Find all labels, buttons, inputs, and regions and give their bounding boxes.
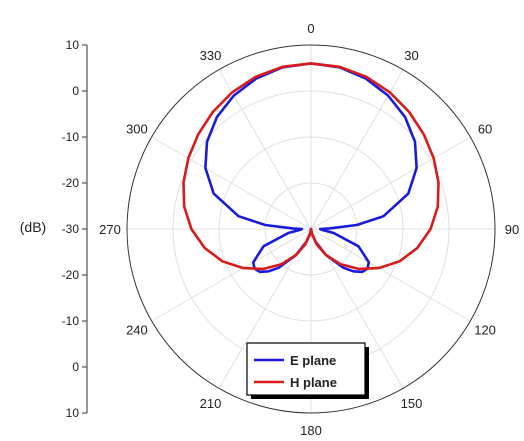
outer-circle [126,44,496,414]
r-tick-label: 0 [72,360,79,374]
legend-box [246,342,366,396]
angle-label: 330 [200,48,222,63]
r-tick-label: 0 [72,84,79,98]
grid-spoke [310,69,404,230]
grid-spoke [151,136,312,230]
grid-spoke [310,136,471,230]
angle-labels: 0 30 60 90 120 150 180 210 240 270 300 330 [99,21,519,438]
legend-label-e-plane: E plane [290,353,336,368]
angle-label: 90 [505,222,519,237]
angle-label: 210 [200,396,222,411]
angle-label: 0 [307,21,314,36]
angle-label: 270 [99,222,121,237]
series-line-h-plane [182,62,440,271]
r-tick-label: -20 [62,268,80,282]
grid-spoke [310,228,471,322]
radial-scale-axis: 10 0 -10 -20 -30 -20 -10 0 10 [62,38,88,420]
r-tick-label: -10 [62,314,80,328]
grid-spoke [218,69,312,230]
angle-label: 150 [401,396,423,411]
angle-label: 60 [478,122,492,137]
angle-label: 180 [300,423,322,438]
r-tick-label: -20 [62,176,80,190]
r-axis-label: (dB) [20,219,46,235]
angle-label: 30 [404,48,418,63]
grid-spoke [151,228,312,322]
r-tick-label: 10 [66,38,80,52]
r-tick-label: -10 [62,130,80,144]
angle-label: 300 [126,122,148,137]
r-tick-label: -30 [62,222,80,236]
series-layer [182,62,440,274]
r-tick-label: 10 [66,406,80,420]
legend-label-h-plane: H plane [290,375,337,390]
angle-label: 120 [474,323,496,338]
legend: E plane H plane [246,342,369,399]
angle-label: 240 [126,323,148,338]
